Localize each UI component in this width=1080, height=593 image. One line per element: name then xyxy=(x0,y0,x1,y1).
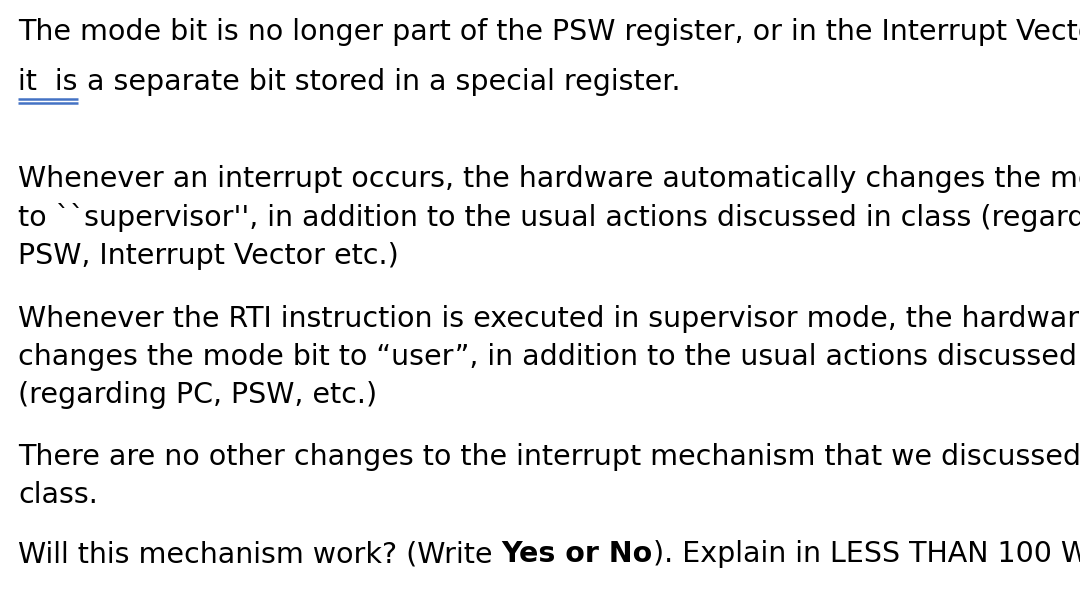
Text: The mode bit is no longer part of the PSW register, or in the Interrupt Vector; : The mode bit is no longer part of the PS… xyxy=(18,18,1080,46)
Text: Will this mechanism work? (Write: Will this mechanism work? (Write xyxy=(18,540,501,568)
Text: it  is: it is xyxy=(18,68,78,96)
Text: Yes or No: Yes or No xyxy=(501,540,652,568)
Text: ). Explain in LESS THAN 100 WORDS.: ). Explain in LESS THAN 100 WORDS. xyxy=(652,540,1080,568)
Text: Whenever an interrupt occurs, the hardware automatically changes the mode bit
to: Whenever an interrupt occurs, the hardwa… xyxy=(18,165,1080,270)
Text: There are no other changes to the interrupt mechanism that we discussed in
class: There are no other changes to the interr… xyxy=(18,443,1080,509)
Text: a separate bit stored in a special register.: a separate bit stored in a special regis… xyxy=(78,68,680,96)
Text: Whenever the RTI instruction is executed in supervisor mode, the hardware
change: Whenever the RTI instruction is executed… xyxy=(18,305,1080,409)
